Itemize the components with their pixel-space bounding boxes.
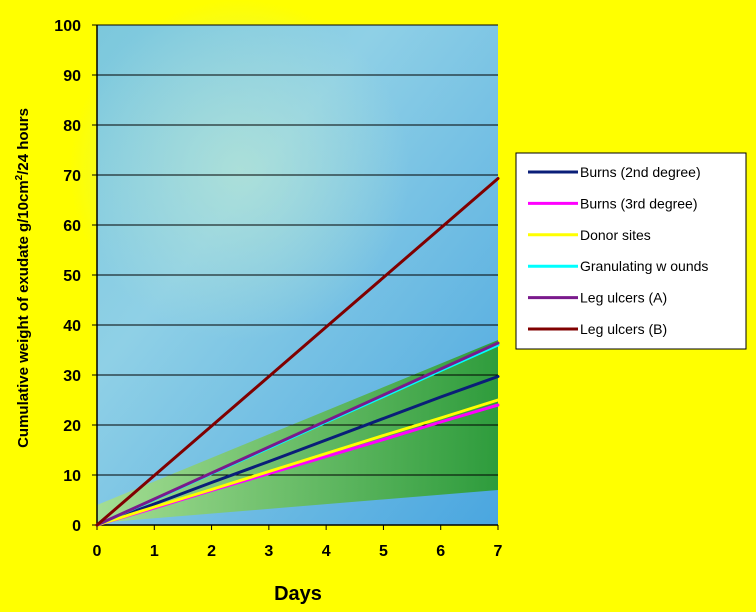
x-tick-label: 2: [207, 543, 216, 560]
x-tick-label: 3: [264, 543, 273, 560]
y-tick-label: 10: [63, 468, 81, 485]
y-tick-labels: 0 10 20 30 40 50 60 70 80 90 100: [54, 18, 81, 535]
y-tick-label: 0: [72, 518, 81, 535]
y-tick-label: 100: [54, 18, 81, 35]
x-axis-title: Days: [274, 583, 322, 605]
y-tick-label: 20: [63, 418, 81, 435]
gridlines: [97, 24, 498, 476]
legend-label: Donor sites: [580, 227, 651, 243]
y-tick-label: 60: [63, 218, 81, 235]
y-tick-label: 40: [63, 318, 81, 335]
series-line: [95, 398, 500, 527]
legend-label: Leg ulcers (A): [580, 290, 667, 306]
legend-label: Burns (3rd degree): [580, 195, 698, 211]
x-tick-label: 6: [436, 543, 445, 560]
series-line: [95, 177, 500, 527]
background-green-wedge: [97, 340, 498, 523]
x-tick-label: 0: [93, 543, 102, 560]
y-tick-label: 90: [63, 68, 81, 85]
series-lines: [95, 177, 500, 527]
x-tick-label: 5: [379, 543, 388, 560]
x-tick-labels: 0 1 2 3 4 5 6 7: [93, 543, 503, 560]
y-tick-label: 30: [63, 368, 81, 385]
x-tick-label: 1: [150, 543, 159, 560]
x-tick-label: 4: [322, 543, 331, 560]
axes: [92, 24, 499, 530]
y-tick-label: 70: [63, 168, 81, 185]
legend-label: Leg ulcers (B): [580, 321, 667, 337]
legend-label: Granulating w ounds: [580, 258, 708, 274]
series-line: [95, 375, 500, 527]
legend: Burns (2nd degree) Burns (3rd degree) Dono…: [515, 152, 747, 350]
x-tick-label: 7: [494, 543, 503, 560]
y-tick-label: 80: [63, 118, 81, 135]
legend-label: Burns (2nd degree): [580, 164, 701, 180]
y-tick-label: 50: [63, 268, 81, 285]
plot-background: [70, 0, 498, 525]
series-line: [95, 341, 500, 527]
y-axis-title: Cumulative weight of exudate g/10cm2/24 …: [14, 108, 32, 448]
legend-box: [515, 152, 747, 350]
background-glow: [70, 0, 410, 340]
